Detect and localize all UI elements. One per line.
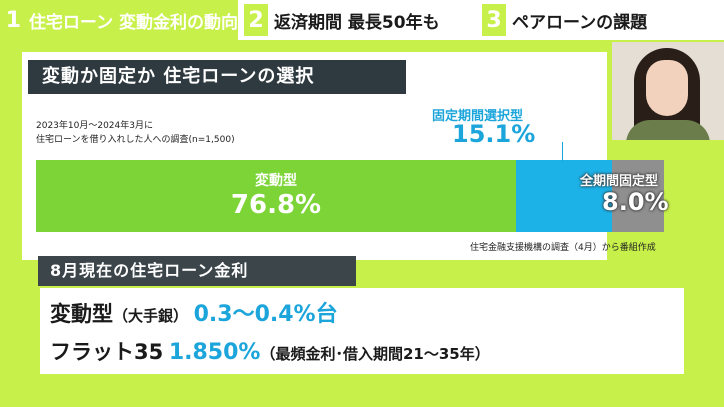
rate-line-variable: 変動型（大手銀） 0.3～0.4%台 [50,296,338,328]
tab-number: 1 [5,7,22,33]
bar-segment-full-fixed [612,160,664,232]
rate-sub: （最頻金利･借入期間21～35年） [260,345,490,363]
bar-label-fixed-period: 固定期間選択型 [432,109,524,124]
tab-label: 返済期間 最長50年も [274,12,440,33]
rate-value: 1.850% [168,340,261,365]
tab-label: 住宅ローン 変動金利の動向 [28,12,238,33]
bar-label-full-fixed: 全期間固定型 [580,174,659,189]
tab-number: 2 [244,4,268,36]
body-shape [626,120,710,140]
presenter-photo [612,42,724,140]
rate-name: フラット35 [50,340,164,364]
source-note: 住宅金融支援機構の調査（4月）から番組作成 [470,243,656,253]
rate-name: 変動型 [50,302,113,326]
bar-value-full-fixed: 8.0% [602,188,669,216]
tab-variable-rate[interactable]: 1 住宅ローン 変動金利の動向 [0,0,238,40]
survey-note-line: 住宅ローンを借り入れした人への調査(n=1,500) [36,135,235,145]
rates-title: 8月現在の住宅ローン金利 [38,256,356,286]
rates-card [38,286,686,376]
survey-note-line: 2023年10月～2024年3月に [36,121,153,131]
tab-label: ペアローンの課題 [512,12,648,33]
bar-value-variable: 76.8% [230,190,322,220]
rate-sub: （大手銀） [113,307,189,325]
bar-value-fixed-period: 15.1% [452,120,536,148]
tab-pair-loan[interactable]: 3 ペアローンの課題 [478,0,724,40]
survey-note: 2023年10月～2024年3月に 住宅ローンを借り入れした人への調査(n=1,… [36,119,235,147]
bar-label-variable: 変動型 [255,173,297,189]
tab-number: 3 [482,4,506,36]
face-shape [646,60,688,116]
tab-repayment-period[interactable]: 2 返済期間 最長50年も [240,0,476,40]
topic-tabs: 1 住宅ローン 変動金利の動向 2 返済期間 最長50年も 3 ペアローンの課題 [0,0,724,40]
rate-line-flat35: フラット35 1.850%（最頻金利･借入期間21～35年） [50,336,490,366]
rate-value: 0.3～0.4%台 [193,302,338,327]
bar-segment-variable [36,160,516,232]
bar-segment-fixed-period [516,160,612,232]
leader-line [562,142,563,162]
chart-title: 変動か固定か 住宅ローンの選択 [28,60,406,94]
